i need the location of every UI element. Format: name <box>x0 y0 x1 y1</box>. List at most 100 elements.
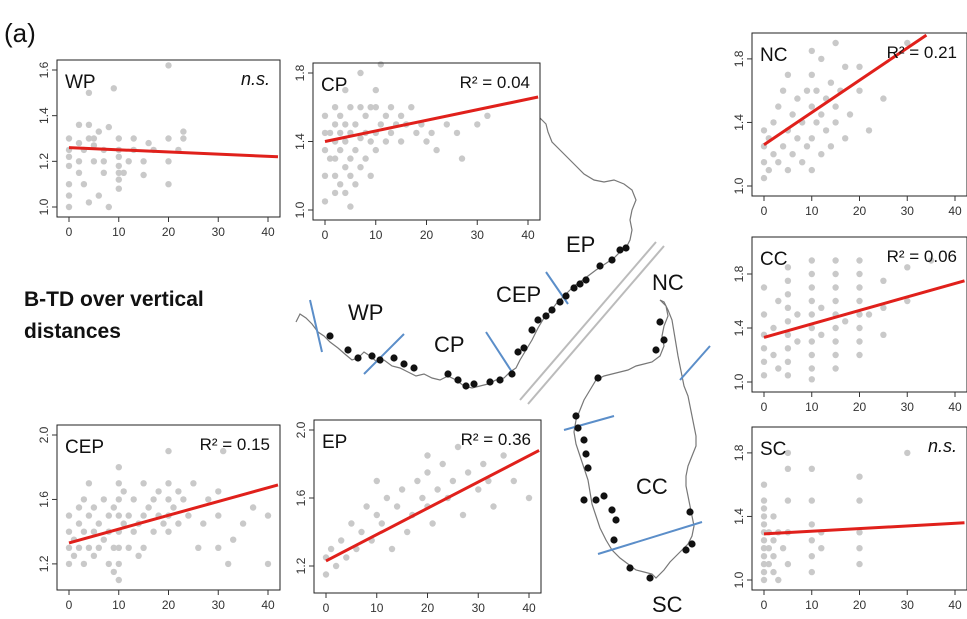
data-point <box>362 112 369 120</box>
x-tick-label: 20 <box>853 598 867 612</box>
data-point <box>775 297 782 305</box>
x-axis: 0 10 20 30 40 <box>761 196 962 218</box>
data-point <box>239 520 247 527</box>
coastline-corsica <box>573 299 697 579</box>
site-dot <box>682 546 690 554</box>
site-dot <box>570 284 578 292</box>
fit-statistic: n.s. <box>241 69 270 89</box>
plot-title: EP <box>322 432 347 453</box>
data-point <box>230 536 237 543</box>
data-point <box>803 143 811 150</box>
y-tick-label: 2.0 <box>37 426 51 443</box>
data-point <box>115 560 123 568</box>
data-point <box>784 358 792 365</box>
data-point <box>180 496 187 503</box>
x-tick-label: 20 <box>420 228 434 242</box>
data-point <box>321 172 329 179</box>
data-point <box>808 71 815 79</box>
data-point <box>808 284 815 291</box>
data-point <box>337 129 344 137</box>
plot-title: CEP <box>65 437 104 458</box>
data-point <box>808 537 815 544</box>
data-point <box>856 338 863 345</box>
data-point <box>357 104 364 111</box>
data-point <box>808 553 815 560</box>
data-point <box>327 545 335 553</box>
x-tick-label: 10 <box>369 228 383 242</box>
data-point <box>383 494 391 502</box>
site-dot <box>600 492 608 500</box>
fit-statistic: R² = 0.36 <box>461 430 531 449</box>
data-point <box>115 480 123 487</box>
data-point <box>358 528 365 536</box>
y-tick-label: 1.2 <box>37 153 51 170</box>
data-point <box>500 452 507 459</box>
site-dot <box>596 262 604 270</box>
data-point <box>453 129 461 137</box>
fit-statistic: R² = 0.21 <box>887 43 957 62</box>
site-dot <box>612 516 620 524</box>
data-point <box>510 477 517 485</box>
data-point <box>200 520 207 527</box>
data-point <box>175 520 182 527</box>
data-point <box>367 172 374 179</box>
site-dot <box>608 256 616 264</box>
data-point <box>808 257 815 264</box>
x-tick-label: 40 <box>261 598 275 612</box>
data-point <box>205 496 212 503</box>
site-dot <box>534 316 542 324</box>
data-point <box>65 181 73 188</box>
data-point <box>75 158 83 165</box>
data-point <box>165 158 172 165</box>
data-point <box>387 129 395 137</box>
x-tick-label: 30 <box>472 601 486 615</box>
regression-line <box>763 521 965 536</box>
data-point <box>80 496 88 503</box>
y-tick-label: 1.4 <box>732 319 746 336</box>
regression-line <box>68 146 279 159</box>
data-point <box>220 447 227 455</box>
data-point <box>95 544 103 551</box>
data-point <box>794 135 801 142</box>
data-point <box>434 486 441 493</box>
y-axis: 1.0 1.4 1.8 <box>732 50 752 194</box>
x-tick-label: 0 <box>761 204 768 218</box>
map-separator <box>527 245 665 405</box>
site-dot <box>626 564 634 572</box>
data-point <box>264 560 272 568</box>
y-axis: 1.0 1.4 1.8 <box>732 444 752 588</box>
data-point <box>362 155 369 162</box>
data-point <box>784 71 792 79</box>
x-tick-label: 20 <box>853 400 867 414</box>
data-point <box>760 372 768 379</box>
data-point <box>419 494 426 502</box>
data-point <box>378 520 385 527</box>
region-divider <box>309 299 323 353</box>
data-point <box>808 47 815 55</box>
data-point <box>789 151 796 158</box>
data-point <box>856 560 863 568</box>
data-point <box>760 311 768 318</box>
data-point <box>808 376 815 383</box>
x-tick-label: 0 <box>761 598 768 612</box>
fit-statistic: R² = 0.06 <box>887 247 957 266</box>
site-dot <box>574 424 582 432</box>
data-point <box>337 181 344 188</box>
data-point <box>95 128 103 135</box>
plot-title: CP <box>321 75 347 96</box>
data-point <box>818 111 825 118</box>
data-point <box>808 351 815 359</box>
scatter-plot-cc: 0 10 20 30 40 1.0 1.4 1.8 CC R² = 0.06 <box>732 236 967 414</box>
plot-title: NC <box>760 45 787 66</box>
data-point <box>85 135 93 142</box>
data-point <box>760 505 768 512</box>
data-point <box>827 143 835 150</box>
map-label-cc: CC <box>636 474 668 499</box>
x-tick-label: 40 <box>521 228 535 242</box>
site-dot <box>660 336 668 344</box>
data-point <box>760 521 768 528</box>
data-point <box>856 297 863 305</box>
data-point <box>765 545 772 552</box>
data-point <box>215 544 222 551</box>
sampling-sites <box>326 244 696 582</box>
